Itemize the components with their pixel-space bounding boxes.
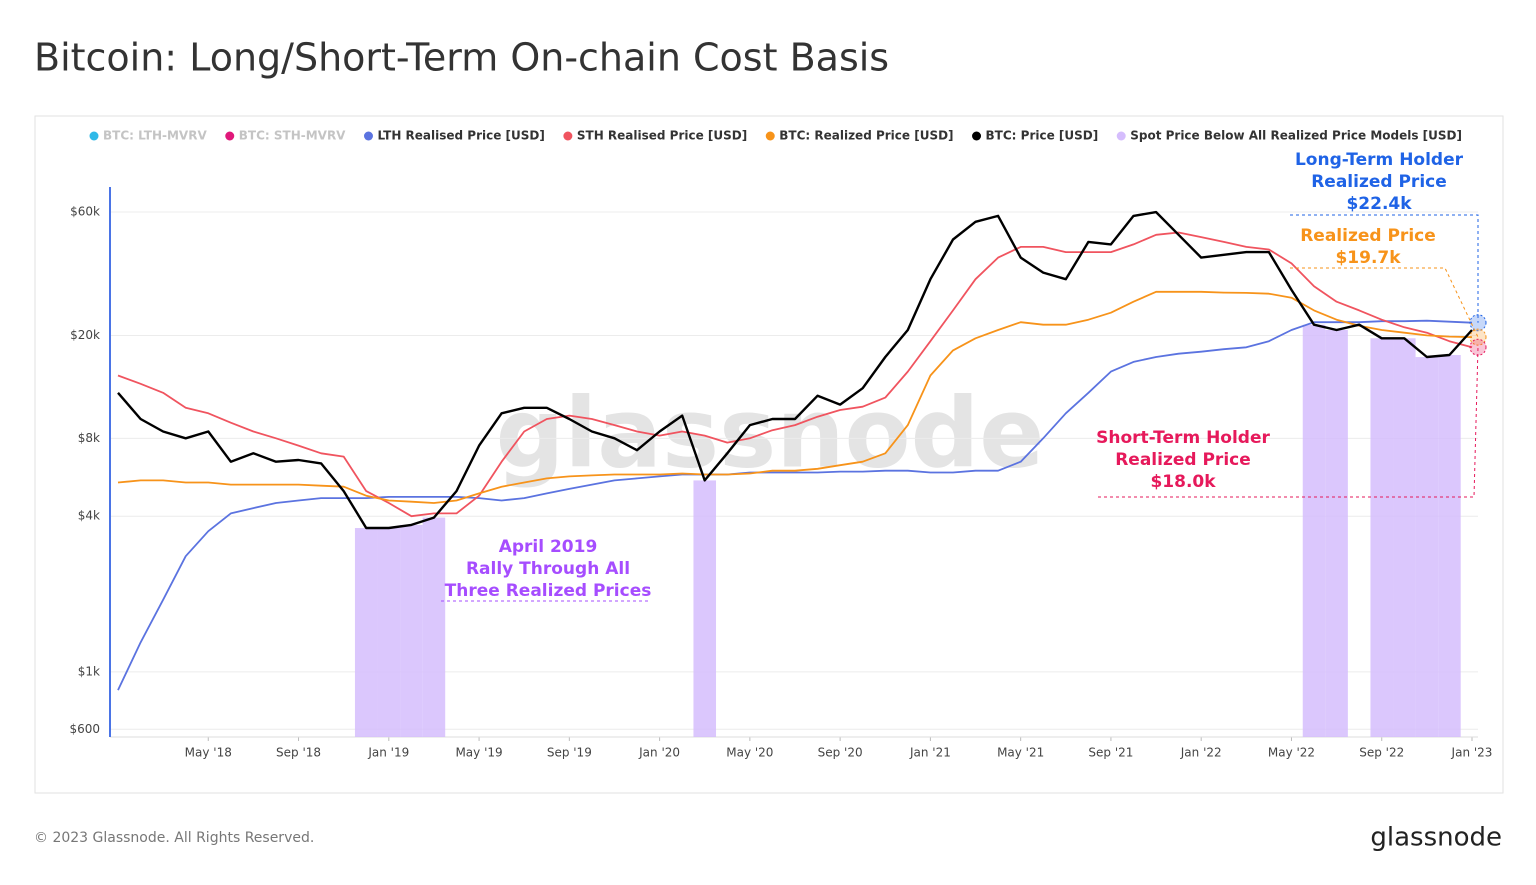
annotation-text: Long-Term Holder bbox=[1295, 150, 1464, 170]
legend-marker bbox=[1116, 131, 1126, 141]
y-tick-label: $20k bbox=[70, 328, 100, 342]
legend-label: BTC: Realized Price [USD] bbox=[779, 129, 953, 143]
legend-label: Spot Price Below All Realized Price Mode… bbox=[1130, 129, 1462, 143]
x-tick-label: Jan '21 bbox=[909, 746, 951, 760]
series-line bbox=[117, 210, 1473, 530]
shade-bar bbox=[1302, 324, 1326, 737]
annotation-value: $19.7k bbox=[1335, 248, 1401, 268]
logo: glassnode bbox=[1370, 823, 1502, 853]
y-tick-label: $4k bbox=[78, 509, 100, 523]
series-line bbox=[117, 290, 1473, 504]
x-tick-label: May '18 bbox=[185, 746, 232, 760]
x-tick-label: May '22 bbox=[1268, 746, 1315, 760]
x-tick-label: Jan '23 bbox=[1451, 746, 1493, 760]
shade-bar bbox=[354, 528, 378, 737]
series-line bbox=[117, 231, 1473, 518]
shade-bar bbox=[377, 528, 401, 737]
legend-label: BTC: LTH-MVRV bbox=[103, 129, 207, 143]
annotation-value: $18.0k bbox=[1150, 472, 1216, 492]
x-tick-label: Jan '20 bbox=[638, 746, 680, 760]
annotation-text: April 2019 bbox=[499, 537, 598, 557]
legend-marker bbox=[972, 131, 982, 141]
annotation-text: Short-Term Holder bbox=[1096, 428, 1270, 448]
plot: $600 $1k $4k $8k $20k $60k May '18 Sep '18 Jan '… bbox=[69, 205, 1492, 760]
annotation-value: $22.4k bbox=[1346, 194, 1412, 214]
y-tick-label: $60k bbox=[70, 205, 100, 219]
legend-label: BTC: Price [USD] bbox=[986, 129, 1099, 143]
x-tick-label: Sep '21 bbox=[1088, 746, 1133, 760]
annotation-point bbox=[1469, 328, 1487, 346]
shade-bar bbox=[400, 524, 423, 737]
annotation-text: Three Realized Prices bbox=[445, 581, 652, 601]
series-line bbox=[117, 319, 1473, 691]
legend-label: STH Realised Price [USD] bbox=[577, 129, 747, 143]
legend-marker bbox=[765, 131, 775, 141]
legend-marker bbox=[563, 131, 573, 141]
legend-label: BTC: STH-MVRV bbox=[239, 129, 346, 143]
legend-marker bbox=[225, 131, 235, 141]
y-tick-label: $600 bbox=[69, 722, 100, 736]
y-tick-label: $8k bbox=[78, 431, 100, 445]
legend-label: LTH Realised Price [USD] bbox=[377, 129, 544, 143]
annotation-text: Rally Through All bbox=[466, 559, 630, 579]
y-tick-label: $1k bbox=[78, 664, 100, 678]
legend-marker bbox=[89, 131, 99, 141]
legend: BTC: LTH-MVRV BTC: STH-MVRV LTH Realised P… bbox=[89, 129, 1462, 143]
x-tick-label: May '21 bbox=[997, 746, 1044, 760]
x-tick-label: Jan '22 bbox=[1180, 746, 1222, 760]
annotation-text: Realized Price bbox=[1300, 226, 1436, 246]
x-tick-label: Sep '20 bbox=[818, 746, 863, 760]
shade-bar bbox=[1415, 357, 1439, 737]
x-tick-label: Sep '19 bbox=[547, 746, 592, 760]
annotation-text: Realized Price bbox=[1115, 450, 1251, 470]
x-tick-label: Sep '18 bbox=[276, 746, 321, 760]
page-title: Bitcoin: Long/Short-Term On-chain Cost B… bbox=[34, 36, 889, 80]
x-tick-label: May '19 bbox=[455, 746, 502, 760]
shade-bar bbox=[1393, 338, 1416, 737]
annotation-guide bbox=[1290, 214, 1479, 323]
x-tick-label: Sep '22 bbox=[1359, 746, 1404, 760]
legend-marker bbox=[363, 131, 373, 141]
shade-bar bbox=[693, 480, 717, 737]
shade-bar bbox=[1325, 329, 1348, 737]
annotation-text: Realized Price bbox=[1311, 172, 1447, 192]
shade-bar bbox=[1370, 338, 1394, 737]
x-tick-label: Jan '19 bbox=[367, 746, 409, 760]
annotation-point bbox=[1469, 314, 1487, 332]
annotation-guide bbox=[1098, 347, 1479, 498]
annotation-point bbox=[1469, 338, 1487, 356]
annotation-guide bbox=[1290, 267, 1479, 338]
shade-bar bbox=[422, 517, 446, 737]
shade-bar bbox=[1438, 355, 1461, 737]
footer: © 2023 Glassnode. All Rights Reserved. bbox=[34, 830, 314, 846]
chart-frame bbox=[34, 115, 1504, 794]
x-tick-label: May '20 bbox=[726, 746, 773, 760]
